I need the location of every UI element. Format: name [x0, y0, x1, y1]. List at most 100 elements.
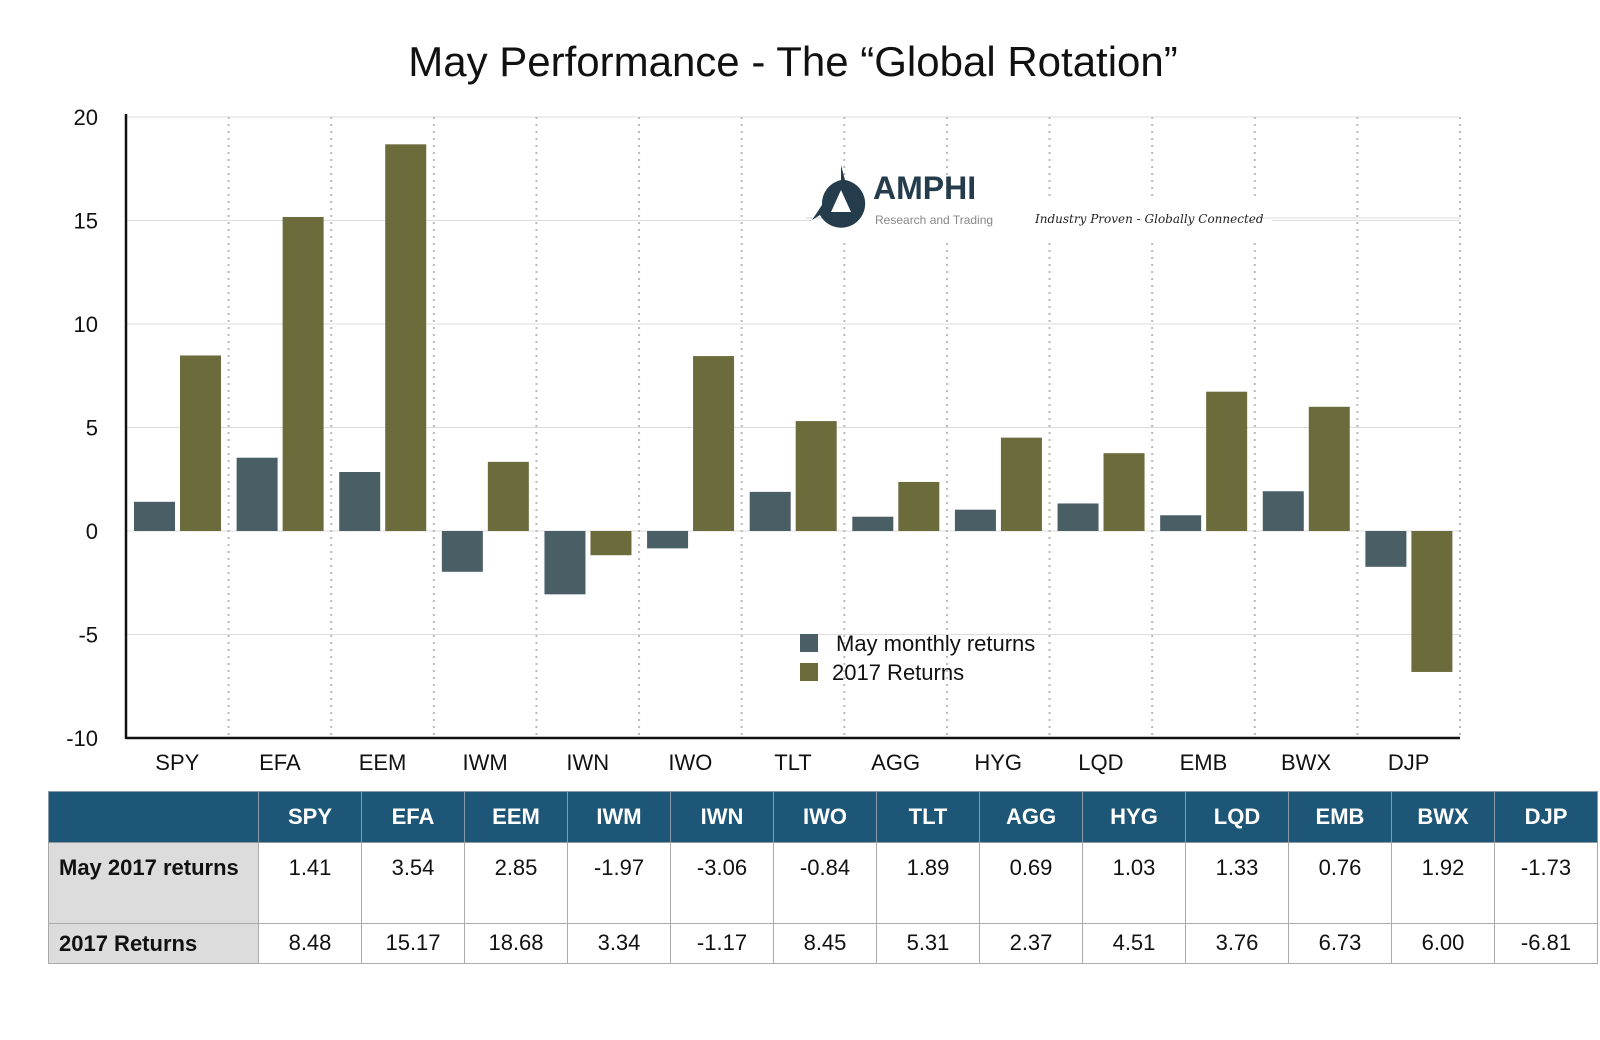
bar-spy-series-1 — [134, 501, 175, 531]
table-cell: 1.33 — [1185, 842, 1289, 924]
bar-iwn-series-1 — [544, 531, 586, 595]
table-header-djp: DJP — [1494, 791, 1598, 843]
table-cell: 3.76 — [1185, 923, 1289, 964]
table-header-agg: AGG — [979, 791, 1083, 843]
legend-label: 2017 Returns — [832, 660, 964, 685]
table-row: May 2017 returns 1.41 3.54 2.85 -1.97 -3.06 -0… — [48, 842, 1598, 924]
bar-agg-series-1 — [852, 516, 894, 531]
table-cell: 6.00 — [1391, 923, 1495, 964]
table-cell: 1.92 — [1391, 842, 1495, 924]
x-tick-label: DJP — [1388, 750, 1430, 775]
y-tick-label: -5 — [78, 623, 98, 648]
bar-iwn-series-2 — [590, 531, 632, 556]
table-header-iwo: IWO — [773, 791, 877, 843]
table-header-emb: EMB — [1288, 791, 1392, 843]
bar-iwo-series-1 — [647, 531, 689, 549]
table-cell: -1.17 — [670, 923, 774, 964]
x-tick-label: IWN — [566, 750, 609, 775]
bar-agg-series-2 — [898, 481, 940, 531]
table-cell: 18.68 — [464, 923, 568, 964]
table-cell: 8.45 — [773, 923, 877, 964]
y-tick-label: 10 — [74, 312, 98, 337]
table-header-iwm: IWM — [567, 791, 671, 843]
table-cell: 1.89 — [876, 842, 980, 924]
table-cell: 1.03 — [1082, 842, 1186, 924]
bar-bwx-series-2 — [1308, 406, 1350, 531]
table-header-bwx: BWX — [1391, 791, 1495, 843]
returns-table: SPY EFA EEM IWM IWN IWO TLT AGG HYG LQD EMB BWX DJP … — [48, 791, 1598, 964]
table-cell: -6.81 — [1494, 923, 1598, 964]
table-cell: 1.41 — [258, 842, 362, 924]
table-cell: 3.54 — [361, 842, 465, 924]
legend-swatch — [800, 634, 818, 652]
bar-efa-series-1 — [236, 457, 278, 531]
table-cell: 2.37 — [979, 923, 1083, 964]
bar-eem-series-2 — [385, 144, 427, 531]
row-label: 2017 Returns — [48, 923, 259, 964]
bar-emb-series-1 — [1160, 515, 1202, 531]
logo-subtitle: Research and Trading — [875, 213, 993, 227]
bar-djp-series-2 — [1411, 531, 1453, 672]
y-tick-label: 15 — [74, 209, 98, 234]
table-corner — [48, 791, 259, 843]
table-cell: 6.73 — [1288, 923, 1392, 964]
logo-background — [812, 200, 1272, 240]
table-header-efa: EFA — [361, 791, 465, 843]
x-tick-label: TLT — [774, 750, 811, 775]
x-tick-label: EFA — [259, 750, 301, 775]
table-header-spy: SPY — [258, 791, 362, 843]
logo-tagline: Industry Proven - Globally Connected — [1034, 212, 1264, 226]
x-tick-label: LQD — [1078, 750, 1123, 775]
table-cell: 4.51 — [1082, 923, 1186, 964]
table-row: 2017 Returns 8.48 15.17 18.68 3.34 -1.17 8.45 5… — [48, 923, 1598, 964]
x-tick-label: IWO — [668, 750, 712, 775]
bar-iwm-series-1 — [441, 531, 483, 572]
legend-label: May monthly returns — [836, 631, 1035, 656]
table-header-tlt: TLT — [876, 791, 980, 843]
bar-emb-series-2 — [1206, 391, 1248, 531]
table-cell: -0.84 — [773, 842, 877, 924]
table-cell: -3.06 — [670, 842, 774, 924]
table-header-hyg: HYG — [1082, 791, 1186, 843]
bar-iwm-series-2 — [487, 461, 529, 531]
table-cell: -1.97 — [567, 842, 671, 924]
legend-swatch — [800, 663, 818, 681]
table-header-iwn: IWN — [670, 791, 774, 843]
y-tick-label: -10 — [66, 726, 98, 751]
bar-djp-series-1 — [1365, 531, 1407, 567]
table-cell: 5.31 — [876, 923, 980, 964]
bar-eem-series-1 — [339, 472, 381, 531]
bar-lqd-series-2 — [1103, 453, 1145, 531]
bar-bwx-series-1 — [1262, 491, 1304, 531]
table-header-lqd: LQD — [1185, 791, 1289, 843]
y-tick-label: 5 — [86, 416, 98, 441]
logo-name: AMPHI — [873, 170, 976, 206]
bar-spy-series-2 — [180, 355, 221, 531]
y-tick-label: 20 — [74, 105, 98, 130]
amphi-logo-icon — [812, 165, 866, 228]
x-tick-label: HYG — [974, 750, 1022, 775]
table-header-eem: EEM — [464, 791, 568, 843]
bar-iwo-series-2 — [693, 356, 735, 531]
bar-tlt-series-2 — [795, 421, 837, 531]
y-tick-label: 0 — [86, 519, 98, 544]
x-tick-label: BWX — [1281, 750, 1331, 775]
bar-efa-series-2 — [282, 216, 324, 531]
table-cell: 15.17 — [361, 923, 465, 964]
table-cell: 2.85 — [464, 842, 568, 924]
table-header-row: SPY EFA EEM IWM IWN IWO TLT AGG HYG LQD EMB BWX DJP — [48, 791, 1598, 843]
table-cell: 8.48 — [258, 923, 362, 964]
table-cell: 0.76 — [1288, 842, 1392, 924]
row-label: May 2017 returns — [48, 842, 259, 924]
x-tick-label: AGG — [871, 750, 920, 775]
chart-title: May Performance - The “Global Rotation” — [408, 38, 1178, 85]
x-tick-label: EMB — [1180, 750, 1228, 775]
x-tick-label: IWM — [463, 750, 508, 775]
bar-chart: 20 15 10 5 0 -5 -10 SPY EFA EEM IWM IWN IWO TLT AGG HYG… — [66, 105, 1461, 775]
table-cell: -1.73 — [1494, 842, 1598, 924]
bar-tlt-series-1 — [749, 491, 791, 531]
bar-hyg-series-2 — [1000, 437, 1042, 531]
bar-hyg-series-1 — [954, 509, 996, 531]
bar-lqd-series-1 — [1057, 503, 1099, 531]
x-tick-label: SPY — [155, 750, 199, 775]
